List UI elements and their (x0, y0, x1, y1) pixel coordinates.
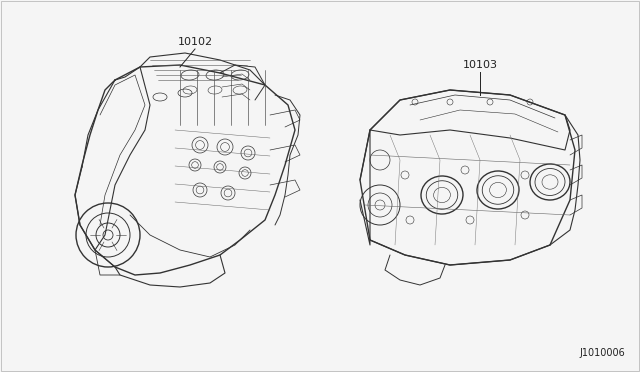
Text: 10102: 10102 (177, 37, 212, 47)
Text: J1010006: J1010006 (579, 348, 625, 358)
Text: 10103: 10103 (463, 60, 497, 70)
